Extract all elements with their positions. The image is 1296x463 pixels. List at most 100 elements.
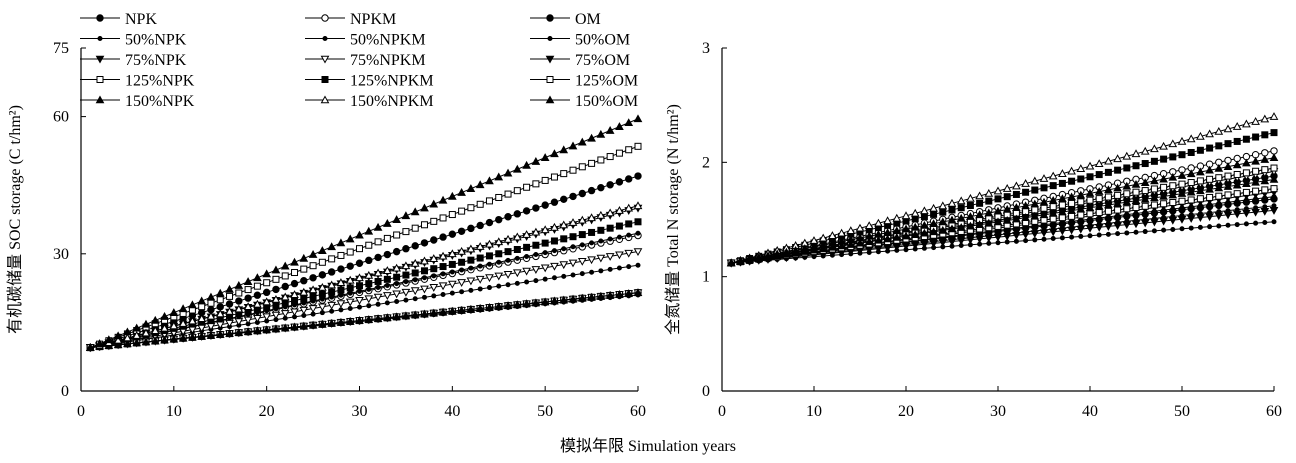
soc-data-point: [318, 303, 327, 312]
total-n-data-point: [1023, 238, 1029, 244]
total-n-data-point: [1159, 141, 1168, 150]
total-n-data-point: [938, 217, 948, 226]
total-n-data-point: [883, 216, 892, 225]
soc-data-point: [568, 218, 578, 226]
soc-data-point: [374, 238, 382, 246]
soc-data-point: [430, 217, 438, 225]
soc-data-point: [447, 191, 457, 200]
total-n-data-point: [1050, 236, 1056, 242]
soc-data-point: [178, 304, 188, 313]
soc-data-point: [626, 232, 632, 238]
soc-data-point: [374, 253, 382, 262]
total-n-data-point: [809, 242, 819, 251]
total-n-data-point: [1224, 191, 1232, 199]
total-n-data-point: [1002, 204, 1012, 213]
soc-data-point: [383, 292, 392, 300]
soc-data-point: [150, 326, 160, 335]
total-n-data-point: [1115, 231, 1121, 237]
soc-data-point: [494, 302, 504, 310]
legend-marker: [546, 14, 554, 22]
soc-data-point: [514, 280, 520, 286]
soc-data-point: [485, 303, 494, 311]
soc-data-point: [347, 290, 353, 296]
soc-data-point: [300, 265, 308, 273]
total-n-data-point: [1041, 236, 1047, 242]
total-n-data-point: [1077, 211, 1085, 219]
total-n-x-tick-label: 10: [806, 403, 822, 420]
legend-label: 150%NPKM: [350, 93, 434, 110]
total-n-data-point: [1196, 214, 1205, 223]
total-n-data-point: [1058, 179, 1066, 187]
total-n-data-point: [1186, 134, 1196, 143]
legend-label: 75%OM: [575, 52, 630, 69]
total-n-data-point: [1170, 226, 1176, 232]
soc-data-point: [123, 339, 132, 348]
soc-data-point: [438, 195, 448, 204]
total-n-data-point: [1113, 222, 1122, 231]
total-n-data-point: [1141, 160, 1149, 168]
total-n-data-point: [1122, 221, 1132, 230]
legend-label: 75%NPKM: [350, 52, 426, 69]
soc-data-point: [410, 310, 420, 319]
soc-data-point: [615, 122, 624, 130]
total-n-data-point: [956, 237, 966, 246]
total-n-data-point: [818, 244, 828, 253]
soc-y-tick-label: 30: [53, 246, 69, 263]
soc-data-point: [403, 297, 409, 303]
soc-data-point: [633, 114, 643, 123]
soc-data-point: [561, 273, 567, 279]
soc-data-point: [458, 258, 466, 266]
total-n-data-point: [1177, 215, 1187, 224]
total-n-data-point: [1177, 189, 1187, 197]
total-n-data-point: [1150, 218, 1159, 227]
total-n-data-point: [984, 188, 994, 197]
total-n-data-point: [1030, 230, 1040, 239]
total-n-data-point: [1122, 181, 1132, 190]
total-n-data-point: [828, 238, 837, 247]
soc-data-point: [559, 295, 569, 304]
soc-data-point: [596, 129, 606, 138]
total-n-data-point: [1233, 170, 1241, 178]
soc-data-point: [207, 299, 215, 307]
total-n-data-point: [846, 235, 856, 244]
total-n-data-point: [1232, 210, 1242, 219]
legend-marker: [95, 55, 105, 64]
soc-data-point: [466, 244, 476, 253]
total-n-data-point: [1215, 174, 1223, 182]
soc-data-point: [550, 296, 559, 305]
legend-marker: [320, 95, 330, 104]
total-n-data-point: [1058, 207, 1067, 216]
total-n-data-point: [1068, 177, 1076, 185]
soc-data-point: [605, 253, 615, 261]
soc-data-point: [597, 156, 605, 164]
total-n-data-point: [1197, 224, 1203, 230]
soc-data-point: [533, 252, 539, 258]
total-n-data-point: [1150, 157, 1158, 165]
soc-data-point: [253, 291, 262, 299]
total-n-data-point: [1271, 219, 1277, 225]
legend-marker: [320, 55, 330, 64]
soc-data-point: [356, 282, 363, 290]
soc-data-point: [551, 275, 557, 281]
soc-data-point: [467, 256, 475, 264]
soc-data-point: [449, 290, 455, 296]
total-n-data-point: [1012, 181, 1021, 190]
total-n-data-point: [956, 223, 966, 231]
soc-data-point: [577, 293, 587, 302]
total-n-data-point: [1069, 234, 1075, 240]
soc-data-point: [531, 156, 541, 165]
total-n-data-point: [1260, 176, 1270, 185]
legend-label: 50%NPK: [125, 32, 187, 49]
total-n-data-point: [1104, 185, 1113, 194]
soc-data-point: [633, 201, 643, 210]
soc-data-point: [411, 242, 419, 250]
soc-data-point: [410, 207, 420, 216]
total-n-data-point: [1262, 219, 1268, 225]
soc-data-point: [327, 280, 336, 289]
soc-data-point: [272, 275, 280, 283]
soc-data-point: [318, 282, 327, 291]
soc-data-point: [568, 259, 578, 268]
total-n-data-point: [1205, 213, 1214, 222]
soc-data-point: [606, 224, 614, 232]
soc-data-point: [383, 250, 392, 259]
